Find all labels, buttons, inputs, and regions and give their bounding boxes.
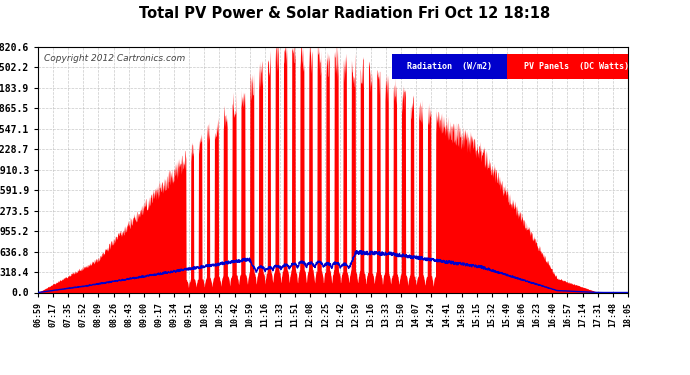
FancyBboxPatch shape bbox=[507, 54, 646, 79]
Text: PV Panels  (DC Watts): PV Panels (DC Watts) bbox=[524, 62, 629, 71]
Text: Total PV Power & Solar Radiation Fri Oct 12 18:18: Total PV Power & Solar Radiation Fri Oct… bbox=[139, 6, 551, 21]
FancyBboxPatch shape bbox=[392, 54, 507, 79]
Text: Copyright 2012 Cartronics.com: Copyright 2012 Cartronics.com bbox=[44, 54, 185, 63]
Text: Radiation  (W/m2): Radiation (W/m2) bbox=[407, 62, 492, 71]
